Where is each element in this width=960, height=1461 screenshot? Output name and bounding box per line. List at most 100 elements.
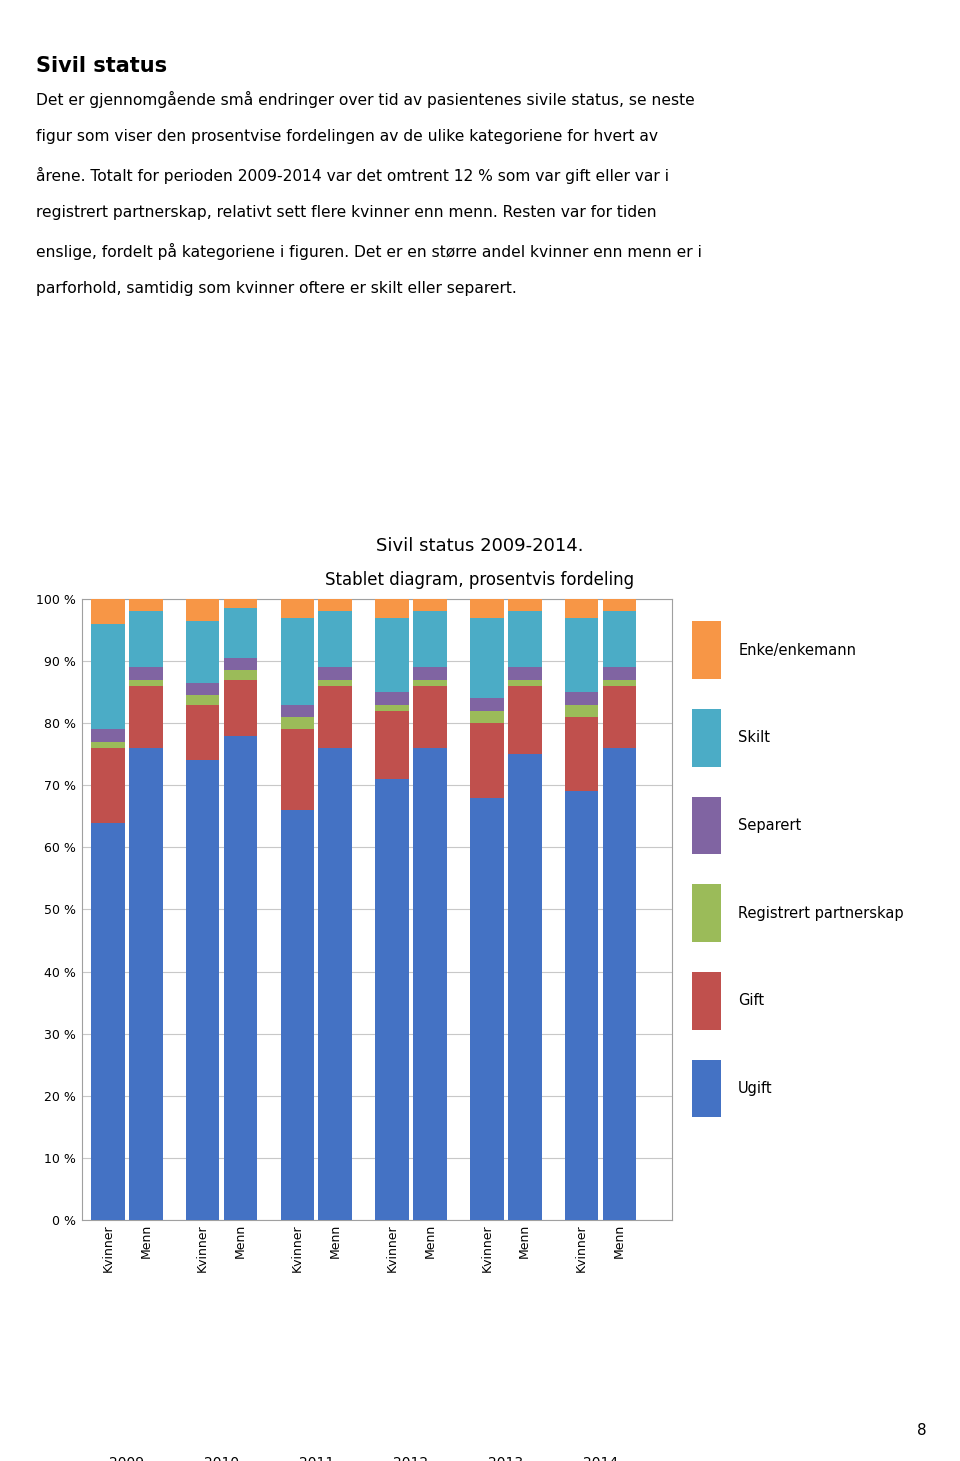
Text: Ugift: Ugift: [738, 1081, 773, 1096]
Bar: [603, 687, 636, 748]
Bar: [129, 599, 162, 611]
Text: 2009: 2009: [109, 1455, 144, 1461]
Bar: [129, 612, 162, 668]
Bar: [603, 748, 636, 1220]
Bar: [470, 618, 504, 698]
Bar: [375, 618, 409, 693]
Bar: [375, 693, 409, 704]
Bar: [186, 695, 220, 704]
Bar: [564, 704, 598, 717]
Text: registrert partnerskap, relativt sett flere kvinner enn menn. Resten var for tid: registrert partnerskap, relativt sett fl…: [36, 205, 657, 219]
Text: 8: 8: [917, 1423, 926, 1438]
Bar: [280, 717, 314, 729]
Bar: [508, 687, 541, 754]
Text: figur som viser den prosentvise fordelingen av de ulike kategoriene for hvert av: figur som viser den prosentvise fordelin…: [36, 129, 659, 143]
Bar: [186, 599, 220, 621]
Bar: [564, 792, 598, 1220]
FancyBboxPatch shape: [691, 1059, 721, 1118]
Text: 2014: 2014: [583, 1455, 618, 1461]
FancyBboxPatch shape: [691, 709, 721, 767]
Bar: [470, 710, 504, 723]
Bar: [375, 779, 409, 1220]
FancyBboxPatch shape: [691, 796, 721, 855]
Text: parforhold, samtidig som kvinner oftere er skilt eller separert.: parforhold, samtidig som kvinner oftere …: [36, 281, 517, 295]
Bar: [129, 687, 162, 748]
Bar: [280, 599, 314, 618]
Bar: [91, 823, 125, 1220]
Bar: [413, 599, 446, 611]
Text: enslige, fordelt på kategoriene i figuren. Det er en større andel kvinner enn me: enslige, fordelt på kategoriene i figure…: [36, 243, 703, 260]
Bar: [508, 612, 541, 668]
Text: årene. Totalt for perioden 2009-2014 var det omtrent 12 % som var gift eller var: årene. Totalt for perioden 2009-2014 var…: [36, 167, 669, 184]
Bar: [508, 668, 541, 679]
Bar: [508, 754, 541, 1220]
Bar: [319, 748, 352, 1220]
Bar: [470, 698, 504, 710]
Bar: [186, 682, 220, 695]
Bar: [470, 723, 504, 798]
Bar: [280, 809, 314, 1220]
FancyBboxPatch shape: [691, 972, 721, 1030]
Bar: [413, 679, 446, 687]
Bar: [470, 798, 504, 1220]
Bar: [91, 624, 125, 729]
Text: Separert: Separert: [738, 818, 802, 833]
Bar: [91, 742, 125, 748]
Bar: [224, 599, 257, 608]
Bar: [319, 668, 352, 679]
FancyBboxPatch shape: [691, 884, 721, 942]
Bar: [129, 679, 162, 687]
Bar: [91, 729, 125, 742]
Text: 2011: 2011: [299, 1455, 334, 1461]
Text: Det er gjennomgående små endringer over tid av pasientenes sivile status, se nes: Det er gjennomgående små endringer over …: [36, 91, 695, 108]
Bar: [224, 679, 257, 735]
Bar: [319, 679, 352, 687]
Text: Stablet diagram, prosentvis fordeling: Stablet diagram, prosentvis fordeling: [325, 571, 635, 589]
Bar: [508, 679, 541, 687]
Bar: [413, 612, 446, 668]
Bar: [91, 748, 125, 823]
Text: 2010: 2010: [204, 1455, 239, 1461]
Bar: [413, 748, 446, 1220]
Text: Registrert partnerskap: Registrert partnerskap: [738, 906, 904, 920]
Bar: [603, 679, 636, 687]
Bar: [564, 717, 598, 792]
Bar: [375, 704, 409, 710]
Bar: [319, 687, 352, 748]
Bar: [280, 729, 314, 809]
Bar: [375, 599, 409, 618]
Bar: [186, 760, 220, 1220]
Bar: [470, 599, 504, 618]
Bar: [186, 704, 220, 760]
Bar: [280, 704, 314, 717]
Text: Enke/enkemann: Enke/enkemann: [738, 643, 856, 657]
Text: Gift: Gift: [738, 993, 764, 1008]
Text: Skilt: Skilt: [738, 730, 770, 745]
Bar: [375, 712, 409, 779]
Bar: [224, 657, 257, 671]
Bar: [129, 668, 162, 679]
Bar: [564, 618, 598, 693]
Bar: [319, 599, 352, 611]
Text: Sivil status: Sivil status: [36, 56, 168, 76]
Bar: [508, 599, 541, 611]
Bar: [186, 621, 220, 682]
Bar: [129, 748, 162, 1220]
Bar: [280, 618, 314, 704]
Bar: [603, 599, 636, 611]
Bar: [224, 671, 257, 679]
Bar: [224, 735, 257, 1220]
Bar: [91, 599, 125, 624]
Bar: [413, 668, 446, 679]
Text: 2013: 2013: [488, 1455, 523, 1461]
Text: 2012: 2012: [394, 1455, 428, 1461]
Bar: [564, 599, 598, 618]
Bar: [603, 668, 636, 679]
Bar: [603, 612, 636, 668]
FancyBboxPatch shape: [691, 621, 721, 679]
Bar: [413, 687, 446, 748]
Text: Sivil status 2009-2014.: Sivil status 2009-2014.: [376, 538, 584, 555]
Bar: [224, 608, 257, 657]
Bar: [319, 612, 352, 668]
Bar: [564, 693, 598, 704]
